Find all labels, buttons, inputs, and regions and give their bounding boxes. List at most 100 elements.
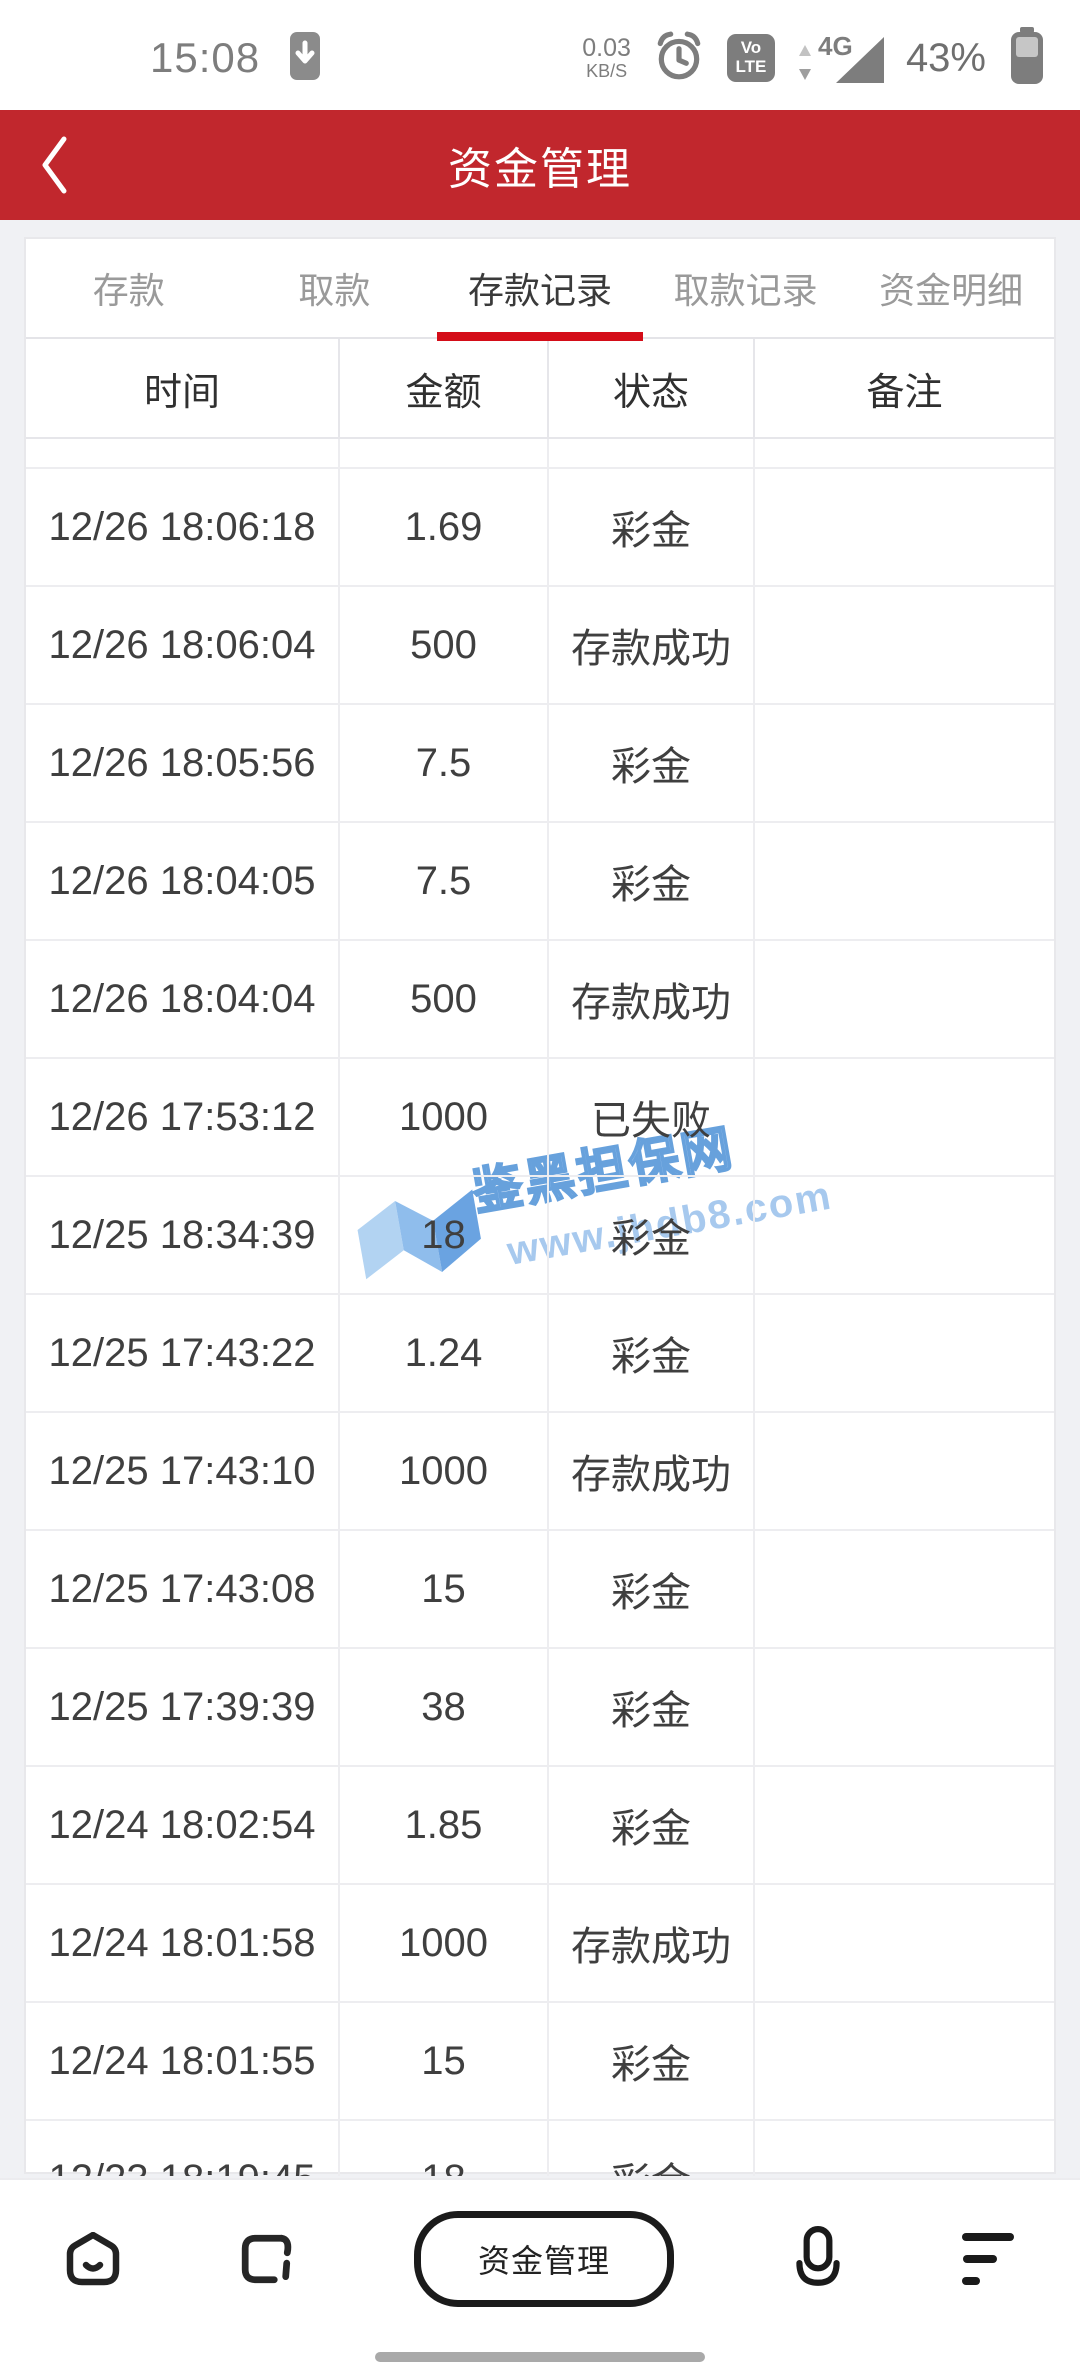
tabs: 存款 取款 存款记录 取款记录 资金明细 bbox=[26, 239, 1054, 341]
cell-remark bbox=[755, 2121, 1054, 2176]
funds-pill-label: 资金管理 bbox=[477, 2243, 610, 2279]
cell-amount: 15 bbox=[340, 2003, 549, 2119]
column-header-状态: 状态 bbox=[549, 339, 755, 437]
home-icon[interactable] bbox=[66, 2232, 120, 2286]
cell-time: 12/25 18:34:39 bbox=[26, 1177, 340, 1293]
tab-存款[interactable]: 存款 bbox=[92, 270, 165, 311]
cell-amount: 18 bbox=[340, 2121, 549, 2176]
active-tab-underline bbox=[437, 332, 643, 341]
cell-time: 12/25 17:39:39 bbox=[26, 1649, 340, 1765]
cell-amount: 500 bbox=[340, 941, 549, 1057]
cell-remark bbox=[755, 1885, 1054, 2001]
cell-remark bbox=[755, 823, 1054, 939]
cell-status: 已失败 bbox=[549, 1059, 755, 1175]
cell-amount: 500 bbox=[340, 587, 549, 703]
tab-存款记录[interactable]: 存款记录 bbox=[467, 270, 612, 311]
cell-amount: 15 bbox=[340, 1531, 549, 1647]
cell-amount: 18 bbox=[340, 1177, 549, 1293]
cell-status: 彩金 bbox=[549, 2121, 755, 2176]
cell-time: 12/24 18:01:58 bbox=[26, 1885, 340, 2001]
cell-remark bbox=[755, 469, 1054, 585]
funds-pill-button[interactable]: 资金管理 bbox=[414, 2211, 674, 2307]
signal-4g-label: 4G bbox=[818, 33, 853, 61]
cell-amount: 7.5 bbox=[340, 823, 549, 939]
column-header-时间: 时间 bbox=[26, 339, 340, 437]
cell-remark bbox=[755, 1059, 1054, 1175]
cell-time: 12/24 18:02:54 bbox=[26, 1767, 340, 1883]
cell-amount: 1000 bbox=[340, 1885, 549, 2001]
table-row-partial bbox=[26, 439, 1054, 469]
cell-amount: 1000 bbox=[340, 1413, 549, 1529]
cell-time: 12/23 18:19:45 bbox=[26, 2121, 340, 2176]
screen-cast-download-icon bbox=[288, 30, 322, 87]
alarm-clock-icon bbox=[653, 30, 705, 87]
cell-time: 12/25 17:43:10 bbox=[26, 1413, 340, 1529]
cell-amount: 1.85 bbox=[340, 1767, 549, 1883]
cell-time: 12/26 17:53:12 bbox=[26, 1059, 340, 1175]
cell-amount: 7.5 bbox=[340, 705, 549, 821]
cell-time: 12/24 18:01:55 bbox=[26, 2003, 340, 2119]
table-row: 12/26 18:06:18 1.69 彩金 bbox=[26, 469, 1054, 587]
mic-icon[interactable] bbox=[794, 2226, 842, 2292]
cell-time: 12/26 18:04:04 bbox=[26, 941, 340, 1057]
cell-time: 12/26 18:04:05 bbox=[26, 823, 340, 939]
cell-status: 彩金 bbox=[549, 469, 755, 585]
cell-status: 存款成功 bbox=[549, 587, 755, 703]
table-row: 12/26 18:04:05 7.5 彩金 bbox=[26, 823, 1054, 941]
filter-icon[interactable] bbox=[962, 2231, 1014, 2287]
bottom-nav: 资金管理 bbox=[0, 2178, 1080, 2376]
table-row: 12/24 18:01:55 15 彩金 bbox=[26, 2003, 1054, 2121]
cell-status: 存款成功 bbox=[549, 1413, 755, 1529]
cell-status: 存款成功 bbox=[549, 941, 755, 1057]
back-button[interactable] bbox=[40, 110, 68, 220]
cell-time: 12/25 17:43:08 bbox=[26, 1531, 340, 1647]
cell-status: 彩金 bbox=[549, 1531, 755, 1647]
tab-取款[interactable]: 取款 bbox=[298, 270, 371, 311]
cell-status: 彩金 bbox=[549, 1649, 755, 1765]
cell-remark bbox=[755, 1649, 1054, 1765]
table-row: 12/23 18:19:4518彩金 bbox=[26, 2121, 1054, 2176]
status-bar: 15:08 0.03 KB/S bbox=[0, 0, 1080, 110]
table-rows: 12/26 18:06:18 1.69 彩金 12/26 18:06:04 500 存款成… bbox=[26, 439, 1054, 2176]
tab-取款记录[interactable]: 取款记录 bbox=[673, 270, 818, 311]
table-row: 12/26 17:53:12 1000 已失败 bbox=[26, 1059, 1054, 1177]
cell-status: 彩金 bbox=[549, 1177, 755, 1293]
network-speed: 0.03 KB/S bbox=[582, 34, 631, 81]
cell-remark bbox=[755, 2003, 1054, 2119]
cell-status: 彩金 bbox=[549, 1767, 755, 1883]
column-header-金额: 金额 bbox=[340, 339, 549, 437]
table-row: 12/24 18:02:54 1.85 彩金 bbox=[26, 1767, 1054, 1885]
table-row: 12/25 17:43:08 15 彩金 bbox=[26, 1531, 1054, 1649]
table-row: 12/26 18:06:04 500 存款成功 bbox=[26, 587, 1054, 705]
cell-time: 12/25 17:43:22 bbox=[26, 1295, 340, 1411]
table-header: 时间 金额 状态 备注 bbox=[26, 339, 1054, 439]
cell-status: 彩金 bbox=[549, 705, 755, 821]
battery-percent: 43% bbox=[905, 35, 986, 80]
table-row: 12/25 17:43:22 1.24 彩金 bbox=[26, 1295, 1054, 1413]
signal-4g-icon: 4G bbox=[797, 33, 884, 83]
battery-icon bbox=[1008, 26, 1046, 90]
records-icon[interactable] bbox=[240, 2233, 294, 2285]
cell-status: 彩金 bbox=[549, 823, 755, 939]
app-header: 资金管理 bbox=[0, 110, 1080, 220]
cell-amount: 1.69 bbox=[340, 469, 549, 585]
tab-资金明细[interactable]: 资金明细 bbox=[879, 270, 1024, 311]
cell-remark bbox=[755, 941, 1054, 1057]
table-row: 12/24 18:01:58 1000 存款成功 bbox=[26, 1885, 1054, 2003]
cell-time: 12/26 18:05:56 bbox=[26, 705, 340, 821]
cell-status: 彩金 bbox=[549, 2003, 755, 2119]
table-body-viewport[interactable]: 鉴黑担保网 www.jhdb8.com 12/26 18:06:18 1.69 彩金… bbox=[26, 439, 1054, 2176]
page-title: 资金管理 bbox=[448, 145, 632, 194]
table-row: 12/25 17:43:10 1000 存款成功 bbox=[26, 1413, 1054, 1531]
content-area: 存款 取款 存款记录 取款记录 资金明细 时间 金额 状态 备注 鉴黑担保网 www.jhdb… bbox=[0, 220, 1080, 2178]
cell-remark bbox=[755, 1177, 1054, 1293]
volte-icon: Vo LTE bbox=[726, 34, 775, 82]
table-row: 12/26 18:05:56 7.5 彩金 bbox=[26, 705, 1054, 823]
records-card: 存款 取款 存款记录 取款记录 资金明细 时间 金额 状态 备注 鉴黑担保网 www.jhdb… bbox=[24, 237, 1056, 2176]
cell-remark bbox=[755, 705, 1054, 821]
column-header-备注: 备注 bbox=[866, 371, 943, 414]
home-indicator[interactable] bbox=[375, 2352, 705, 2362]
table-row: 12/26 18:04:04 500 存款成功 bbox=[26, 941, 1054, 1059]
clock-time: 15:08 bbox=[150, 34, 261, 81]
